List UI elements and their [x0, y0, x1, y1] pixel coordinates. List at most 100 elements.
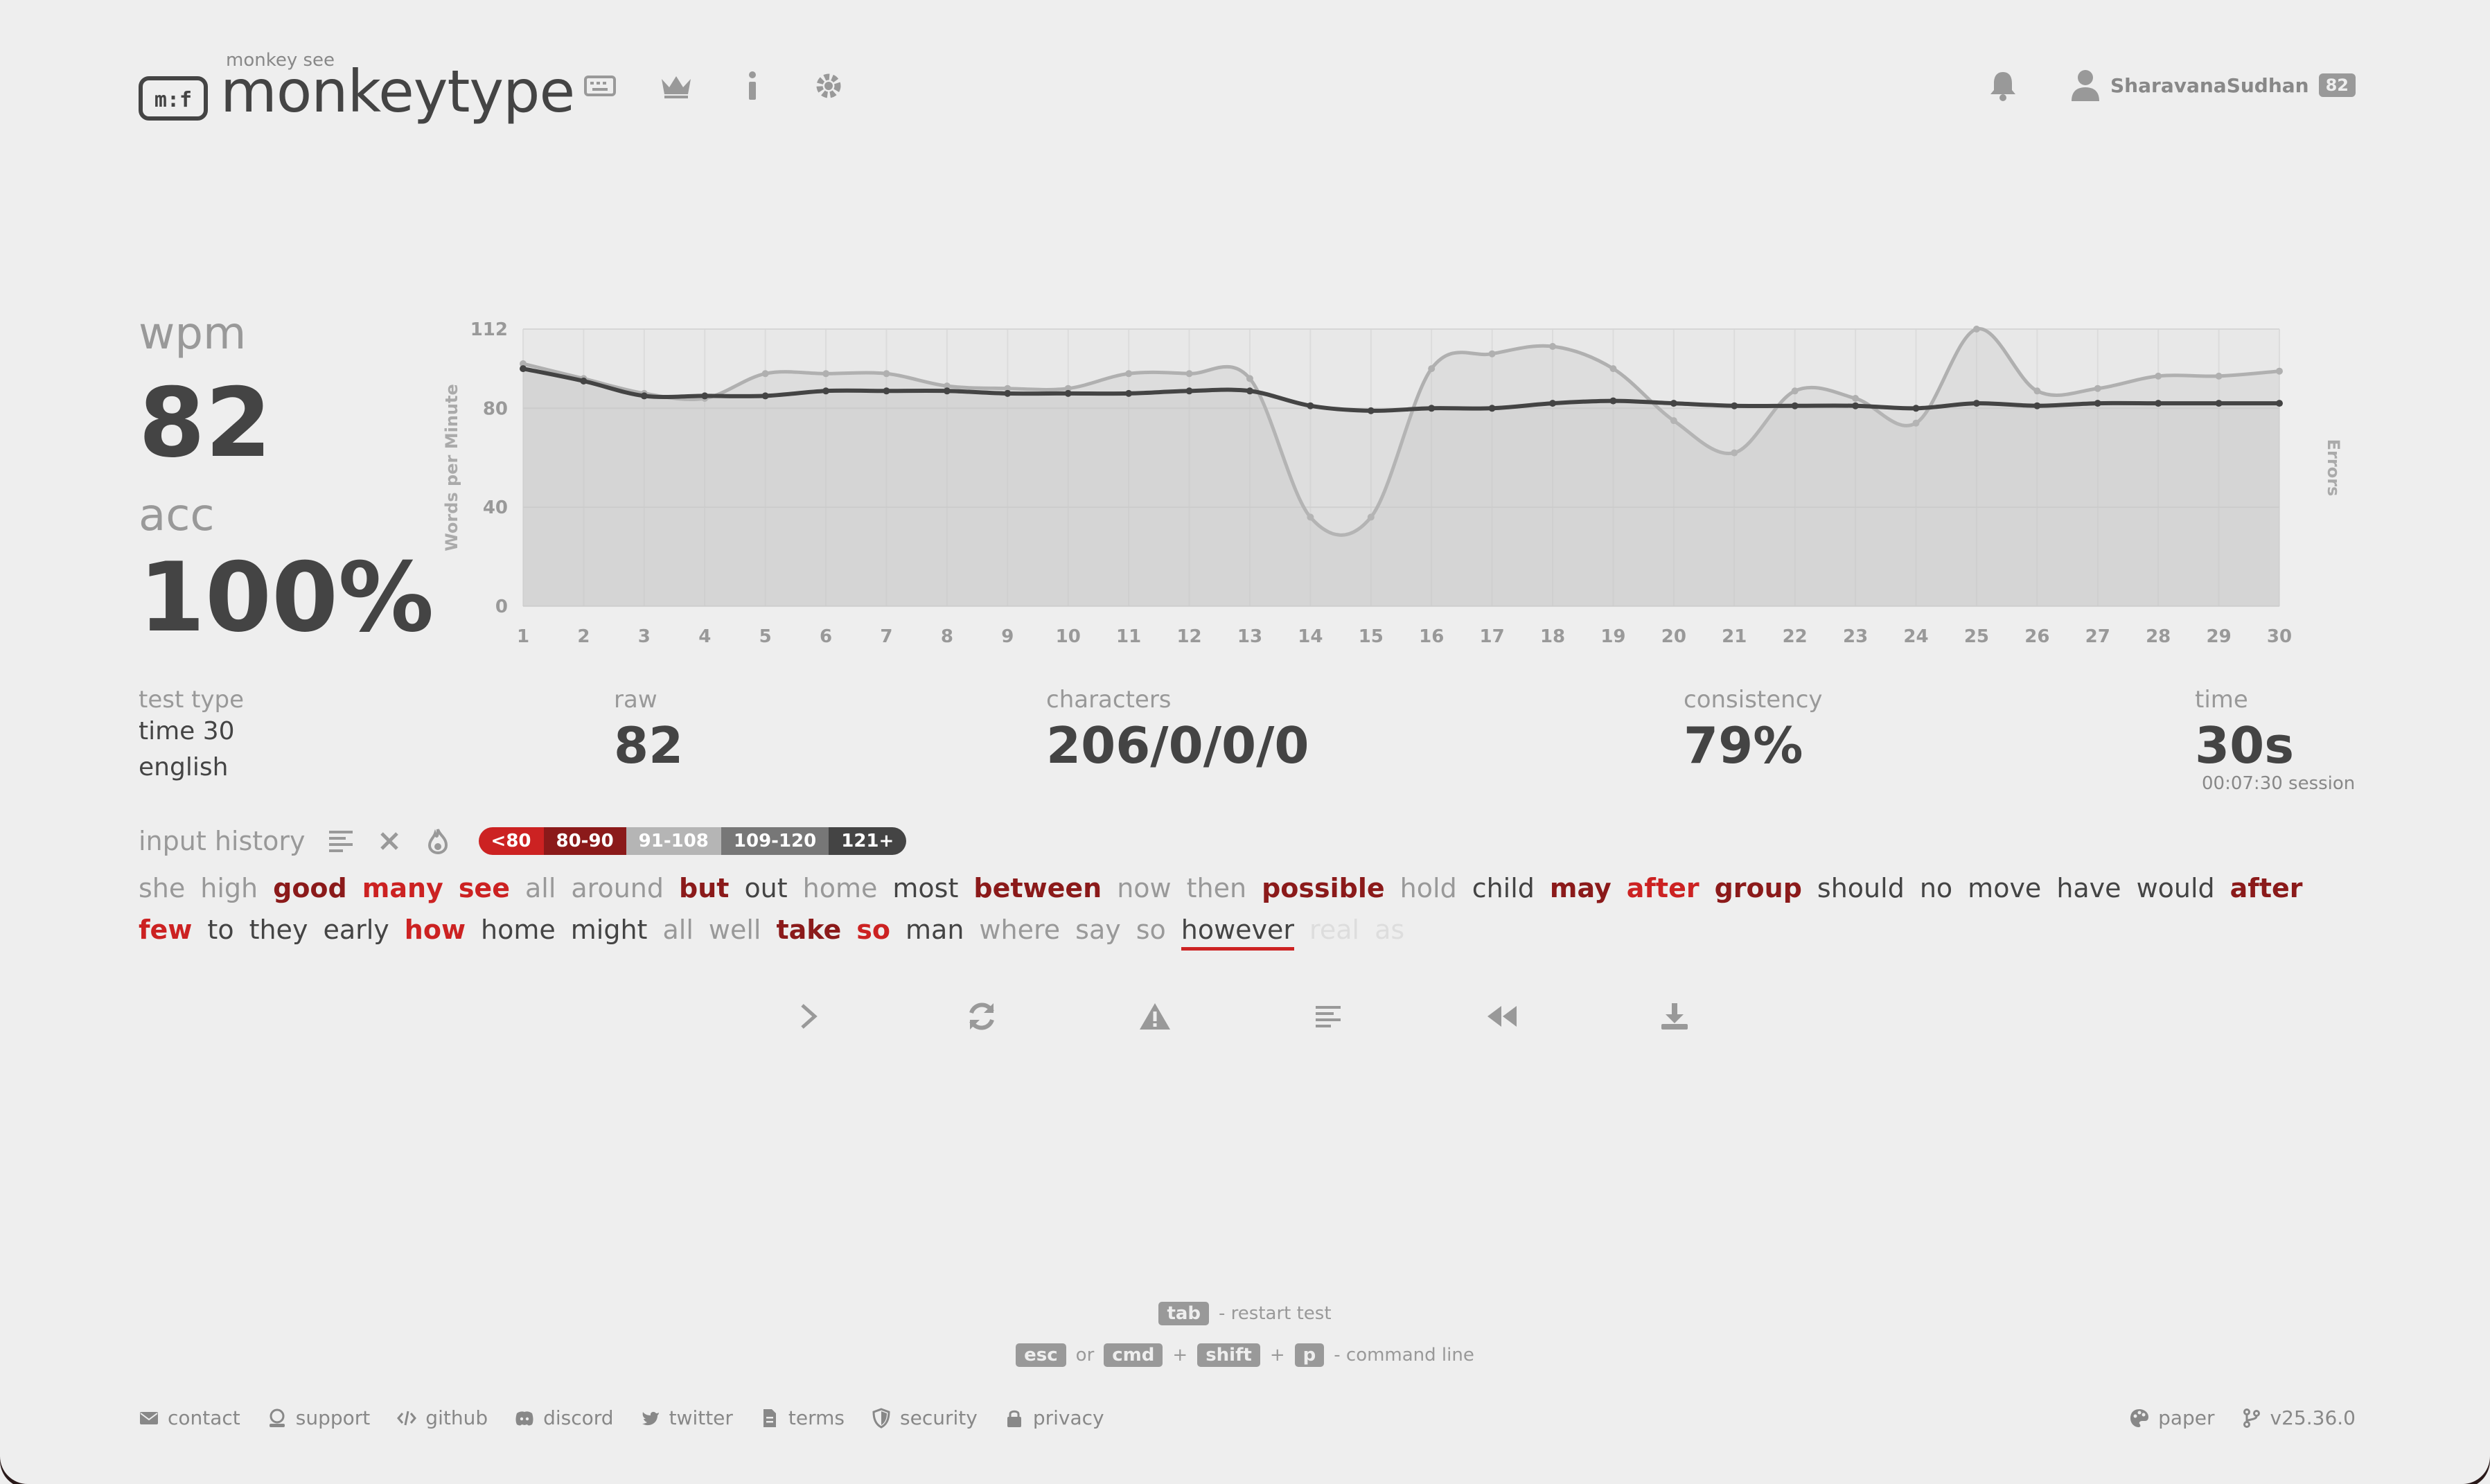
- characters-stat: characters 206/0/0/0: [1046, 686, 1309, 779]
- history-word[interactable]: home: [802, 873, 878, 903]
- word-history-button[interactable]: [1309, 998, 1347, 1035]
- restart-hint-text: - restart test: [1219, 1303, 1332, 1324]
- download-screenshot-button[interactable]: [1656, 998, 1693, 1035]
- footer-link-contact[interactable]: contact: [139, 1406, 240, 1429]
- footer-link-label: github: [425, 1406, 488, 1429]
- history-word[interactable]: where: [979, 915, 1061, 945]
- footer-link-security[interactable]: security: [871, 1406, 978, 1429]
- history-word[interactable]: group: [1714, 873, 1802, 903]
- chart-point: [761, 370, 769, 378]
- history-word[interactable]: she: [139, 873, 186, 903]
- history-word[interactable]: they: [249, 915, 308, 945]
- chart-x-tick-label: 24: [1903, 626, 1928, 647]
- history-word[interactable]: between: [973, 873, 1102, 903]
- chart-x-tick-label: 21: [1722, 626, 1747, 647]
- history-word[interactable]: all: [662, 915, 694, 945]
- history-word[interactable]: so: [856, 915, 891, 945]
- footer-link-discord[interactable]: discord: [514, 1406, 614, 1429]
- gear-icon[interactable]: [811, 68, 847, 104]
- chart-point: [1912, 405, 1920, 412]
- crown-icon[interactable]: [658, 68, 694, 104]
- history-word[interactable]: out: [744, 873, 788, 903]
- chart-y2-axis-label: Errors: [2324, 439, 2343, 497]
- bell-icon[interactable]: [1986, 68, 2020, 103]
- history-word[interactable]: many: [362, 873, 443, 903]
- history-word[interactable]: real: [1309, 915, 1360, 945]
- chart-x-tick-label: 2: [577, 626, 590, 647]
- history-word[interactable]: may: [1549, 873, 1612, 903]
- theme-button[interactable]: paper: [2129, 1406, 2215, 1429]
- history-word[interactable]: home: [481, 915, 556, 945]
- history-word[interactable]: see: [458, 873, 510, 903]
- history-word[interactable]: man: [906, 915, 964, 945]
- history-word[interactable]: well: [708, 915, 761, 945]
- history-word[interactable]: few: [139, 915, 193, 945]
- history-word[interactable]: have: [2056, 873, 2121, 903]
- chart-x-tick-label: 14: [1298, 626, 1323, 647]
- restart-test-button[interactable]: [963, 998, 1000, 1035]
- version-button[interactable]: v25.36.0: [2241, 1406, 2356, 1429]
- history-word[interactable]: say: [1075, 915, 1121, 945]
- test-type-mode: time 30: [139, 717, 235, 745]
- keyboard-icon[interactable]: [582, 68, 618, 104]
- report-warning-button[interactable]: [1136, 998, 1174, 1035]
- history-word[interactable]: however: [1181, 912, 1295, 951]
- history-word[interactable]: how: [404, 915, 466, 945]
- chart-x-tick-label: 25: [1964, 626, 1989, 647]
- history-word[interactable]: after: [2229, 873, 2303, 903]
- chart-point: [1972, 400, 1980, 407]
- chart-point: [1852, 395, 1860, 402]
- history-word[interactable]: early: [323, 915, 389, 945]
- footer-link-terms[interactable]: terms: [759, 1406, 845, 1429]
- next-test-button[interactable]: [790, 998, 827, 1035]
- history-word[interactable]: should: [1817, 873, 1905, 903]
- history-word[interactable]: might: [570, 915, 648, 945]
- history-word[interactable]: good: [273, 873, 347, 903]
- history-word[interactable]: child: [1472, 873, 1535, 903]
- time-stat: time 30s 00:07:30 session: [2195, 686, 2355, 794]
- chart-point: [1791, 387, 1799, 395]
- info-icon[interactable]: [734, 68, 770, 104]
- history-word[interactable]: around: [571, 873, 664, 903]
- chart-y-tick-label: 112: [470, 319, 508, 340]
- chart-x-tick-label: 11: [1116, 626, 1141, 647]
- palette-icon: [2130, 1408, 2149, 1427]
- history-word[interactable]: then: [1186, 873, 1247, 903]
- fire-icon[interactable]: [423, 827, 452, 856]
- footer-link-privacy[interactable]: privacy: [1004, 1406, 1104, 1429]
- chart-point: [2033, 402, 2041, 409]
- logo[interactable]: m:f monkey see monkeytype: [139, 50, 575, 121]
- chart-x-tick-label: 20: [1661, 626, 1686, 647]
- history-word[interactable]: possible: [1262, 873, 1385, 903]
- history-word[interactable]: so: [1136, 915, 1166, 945]
- plus-text-2: +: [1269, 1345, 1285, 1366]
- history-word[interactable]: as: [1375, 915, 1405, 945]
- history-word[interactable]: to: [207, 915, 234, 945]
- history-word[interactable]: but: [679, 873, 730, 903]
- align-left-icon[interactable]: [326, 827, 355, 856]
- history-word[interactable]: move: [1968, 873, 2042, 903]
- chart-point: [1549, 400, 1557, 407]
- history-word[interactable]: after: [1626, 873, 1699, 903]
- replay-button[interactable]: [1483, 998, 1520, 1035]
- footer-link-github[interactable]: github: [396, 1406, 488, 1429]
- user-icon[interactable]: [2070, 68, 2101, 103]
- history-word[interactable]: high: [200, 873, 258, 903]
- username[interactable]: SharavanaSudhan: [2110, 73, 2309, 97]
- history-word[interactable]: now: [1117, 873, 1172, 903]
- history-word[interactable]: all: [524, 873, 556, 903]
- footer-link-twitter[interactable]: twitter: [640, 1406, 733, 1429]
- chart-point: [1185, 370, 1193, 378]
- footer-link-label: discord: [543, 1406, 614, 1429]
- chart-x-tick-label: 6: [820, 626, 832, 647]
- close-icon[interactable]: [375, 827, 404, 856]
- history-word[interactable]: no: [1919, 873, 1953, 903]
- history-word[interactable]: most: [892, 873, 959, 903]
- footer-link-support[interactable]: support: [267, 1406, 370, 1429]
- or-text: or: [1075, 1345, 1095, 1366]
- acc-value: 100%: [139, 542, 434, 653]
- chart-plot-area: [523, 329, 2279, 606]
- history-word[interactable]: would: [2136, 873, 2215, 903]
- history-word[interactable]: take: [776, 915, 842, 945]
- history-word[interactable]: hold: [1399, 873, 1457, 903]
